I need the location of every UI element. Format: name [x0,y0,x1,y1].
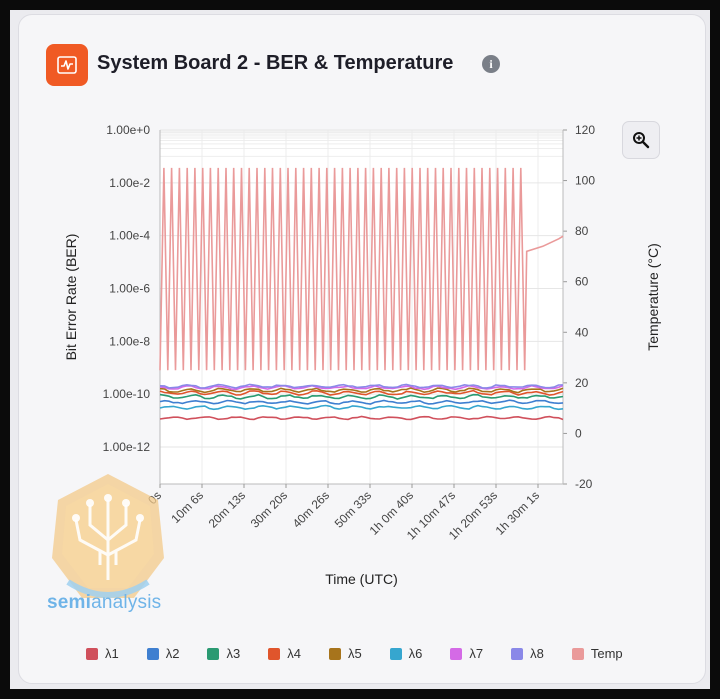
watermark-text-suffix: analysis [91,592,162,613]
legend-item[interactable]: λ3 [207,646,240,661]
y-right-tick-label: 20 [575,376,589,390]
x-tick-label: 30m 20s [248,488,290,530]
series-line-λ6 [159,404,564,411]
legend-swatch [389,647,402,660]
y-left-tick-label: 1.00e-10 [103,387,151,401]
legend-item[interactable]: λ7 [450,646,483,661]
series-line-λ8 [159,383,564,389]
x-axis-title: Time (UTC) [325,571,398,587]
x-tick-label: 50m 33s [332,488,374,530]
chart-legend: λ1 λ2 λ3 λ4 λ5 λ6 λ7 λ8 Temp [86,646,651,661]
y-right-tick-label: 100 [575,174,595,188]
legend-label: λ1 [105,646,119,661]
legend-label: λ8 [530,646,544,661]
zoom-button[interactable] [622,121,660,159]
zoom-in-icon [633,132,650,149]
info-icon[interactable]: i [482,55,500,73]
activity-icon [46,44,88,86]
y-left-tick-label: 1.00e-12 [103,440,151,454]
legend-label: λ5 [347,646,362,661]
y-right-tick-label: 120 [575,123,595,137]
legend-swatch [207,647,220,660]
legend-swatch [268,647,281,660]
watermark-text-prefix: semi [47,592,92,613]
legend-swatch [146,647,159,660]
legend-item[interactable]: λ5 [328,646,362,661]
y-left-tick-label: 1.00e-4 [109,229,150,243]
legend-item[interactable]: λ4 [268,646,301,661]
legend-label: λ7 [469,646,484,661]
legend-label: Temp [590,646,623,661]
y-right-axis-title: Temperature (°C) [645,243,661,351]
legend-item[interactable]: λ1 [86,646,119,661]
legend-swatch [450,647,463,660]
legend-item[interactable]: λ2 [146,646,180,661]
legend-label: λ2 [165,646,180,661]
series-line-Temp [159,167,564,371]
legend-swatch [328,647,341,660]
y-right-tick-label: 60 [575,275,589,289]
y-right-tick-label: 0 [575,426,582,440]
y-left-tick-label: 1.00e-6 [109,282,150,296]
series-line-λ2 [159,399,564,405]
x-tick-label: 1h 30m 1s [493,488,543,538]
y-left-tick-label: 1.00e-8 [109,334,150,348]
series-line-λ5 [159,387,564,394]
y-right-tick-label: -20 [575,477,593,491]
legend-item[interactable]: λ6 [389,646,423,661]
series-line-λ3 [159,393,564,400]
watermark-text: semianalysis [47,592,161,614]
series-line-λ4 [159,389,564,396]
series-line-λ7 [159,384,564,391]
x-tick-label: 20m 13s [206,488,248,530]
semianalysis-logo [46,470,171,615]
series-line-λ1 [159,415,564,421]
y-left-tick-label: 1.00e+0 [106,123,150,137]
legend-label: λ6 [408,646,423,661]
y-right-tick-label: 40 [575,325,589,339]
chart-title: System Board 2 - BER & Temperature [97,52,454,74]
x-tick-label: 40m 26s [290,488,332,530]
legend-label: λ3 [226,646,241,661]
legend-swatch [511,647,524,660]
y-left-axis-title: Bit Error Rate (BER) [63,234,79,361]
y-left-tick-label: 1.00e-2 [109,176,150,190]
legend-label: λ4 [287,646,301,661]
legend-item[interactable]: λ8 [511,646,544,661]
x-tick-label: 10m 6s [168,488,206,526]
legend-item[interactable]: Temp [571,646,623,661]
legend-swatch [571,647,584,660]
legend-swatch [86,647,98,660]
y-right-tick-label: 80 [575,224,589,238]
